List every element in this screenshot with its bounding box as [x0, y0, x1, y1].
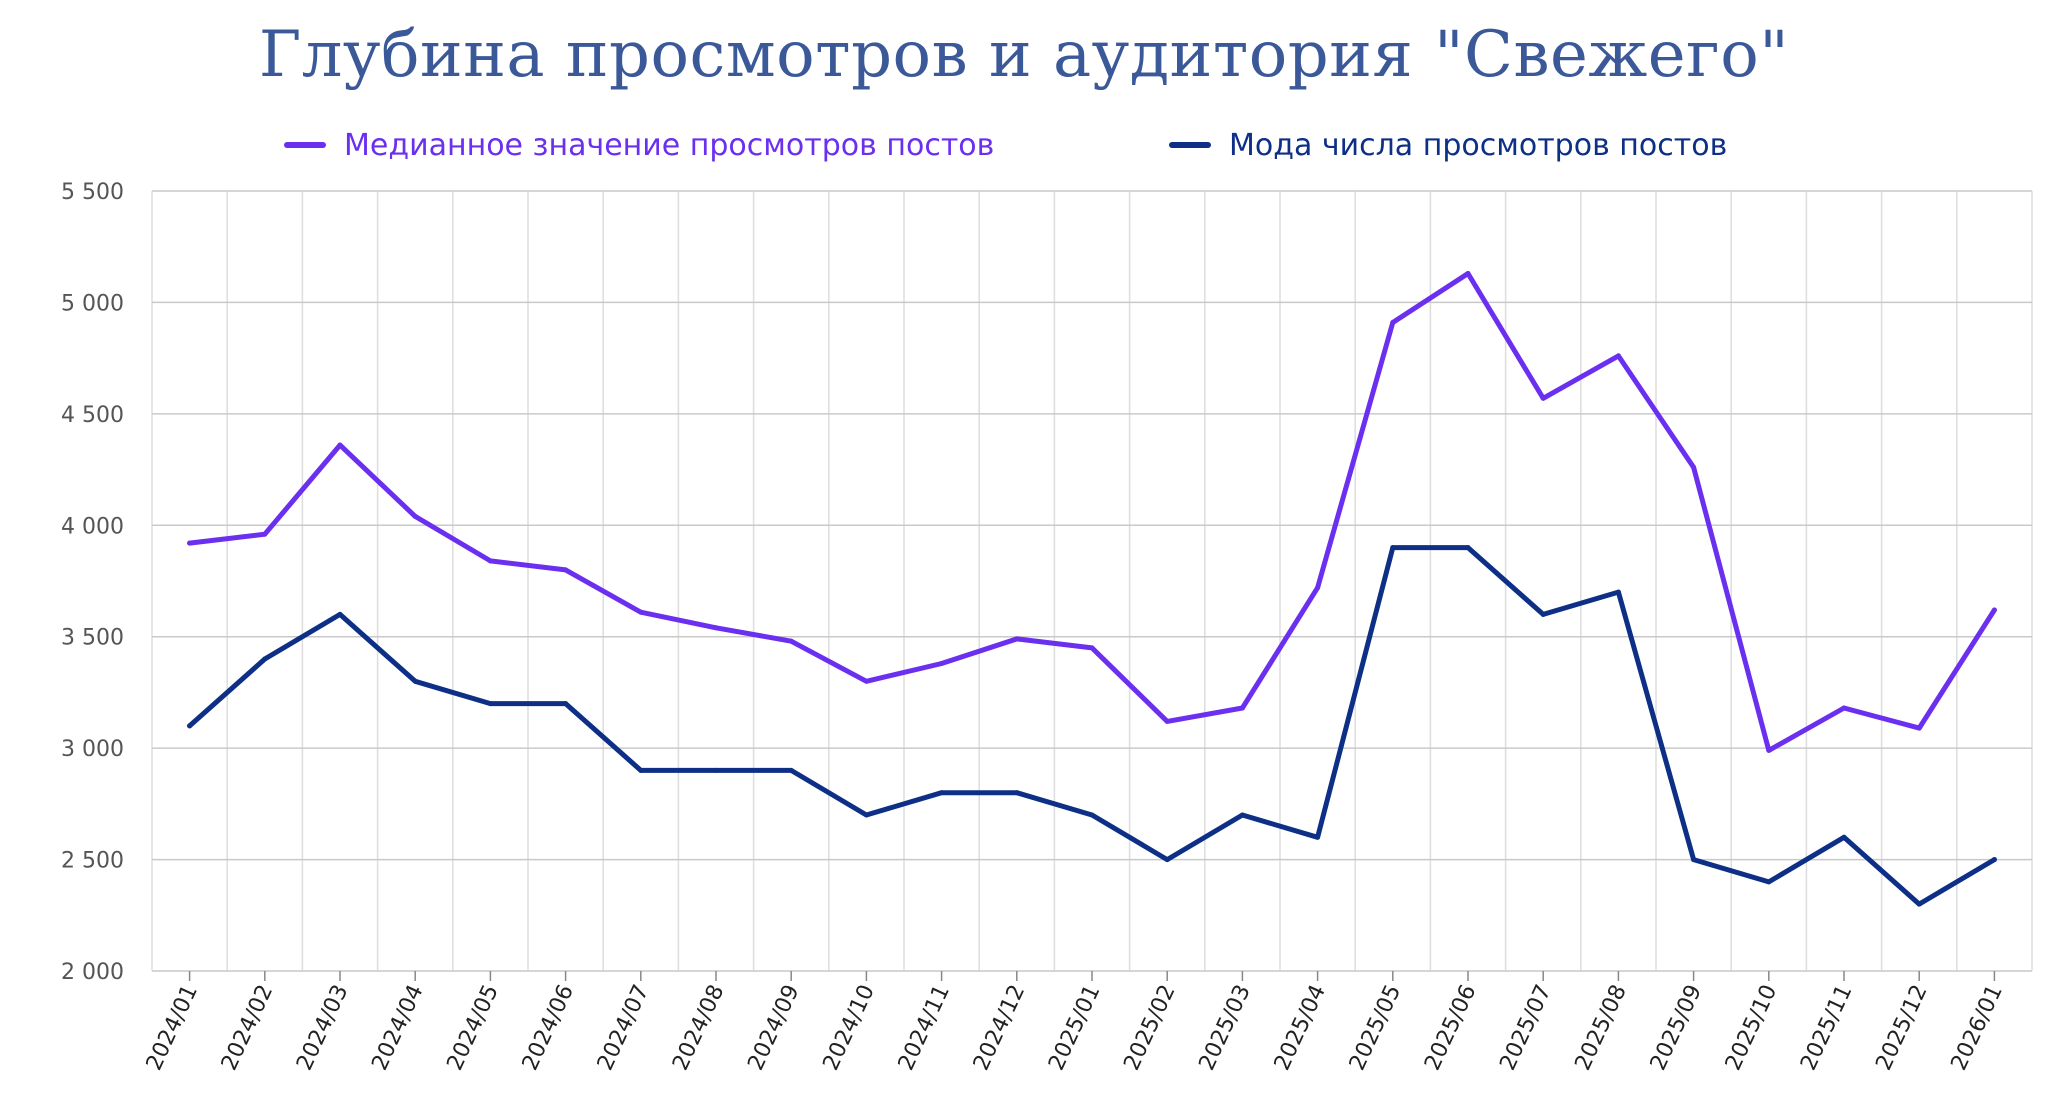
- x-tick-label: 2024/12: [969, 981, 1030, 1074]
- data-point-mode: [1239, 812, 1245, 818]
- series-line-median: [187, 271, 1997, 753]
- x-tick-label: 2024/04: [367, 981, 428, 1074]
- data-point-mode: [337, 611, 343, 617]
- data-point-median: [1916, 725, 1922, 731]
- y-tick-label: 3 500: [61, 626, 124, 651]
- data-point-median: [713, 625, 719, 631]
- data-point-mode: [1315, 834, 1321, 840]
- y-tick-label: 2 500: [61, 849, 124, 874]
- data-point-median: [187, 540, 193, 546]
- data-point-median: [863, 678, 869, 684]
- data-point-mode: [1014, 790, 1020, 796]
- x-tick-label: 2024/03: [292, 981, 353, 1074]
- data-point-mode: [1841, 834, 1847, 840]
- data-point-median: [262, 531, 268, 537]
- x-tick-label: 2024/01: [142, 981, 203, 1074]
- y-tick-label: 5 500: [61, 180, 124, 205]
- data-point-mode: [187, 723, 193, 729]
- data-point-mode: [1540, 611, 1546, 617]
- data-point-mode: [563, 701, 569, 707]
- data-point-mode: [1916, 901, 1922, 907]
- x-tick-label: 2025/07: [1495, 981, 1556, 1074]
- data-point-median: [1766, 747, 1772, 753]
- data-point-mode: [638, 767, 644, 773]
- legend-item-median: Медианное значение просмотров постов: [284, 125, 994, 165]
- x-tick-label: 2025/06: [1420, 981, 1481, 1074]
- data-point-median: [563, 567, 569, 573]
- data-point-median: [1164, 718, 1170, 724]
- x-tick-label: 2024/10: [819, 981, 880, 1074]
- data-point-median: [1239, 705, 1245, 711]
- x-tick-label: 2025/03: [1195, 981, 1256, 1074]
- data-point-mode: [1089, 812, 1095, 818]
- legend-swatch-mode: [1169, 142, 1211, 148]
- x-tick-label: 2024/05: [443, 981, 504, 1074]
- data-point-median: [337, 442, 343, 448]
- data-point-median: [788, 638, 794, 644]
- x-tick-label: 2025/01: [1044, 981, 1105, 1074]
- data-point-mode: [1465, 545, 1471, 551]
- data-point-median: [1691, 464, 1697, 470]
- data-point-mode: [788, 767, 794, 773]
- data-point-mode: [1991, 857, 1997, 863]
- data-point-mode: [713, 767, 719, 773]
- data-point-mode: [939, 790, 945, 796]
- data-point-median: [1089, 645, 1095, 651]
- y-tick-label: 3 000: [61, 737, 124, 762]
- data-point-median: [487, 558, 493, 564]
- data-point-median: [638, 609, 644, 615]
- data-point-mode: [1615, 589, 1621, 595]
- x-tick-label: 2025/05: [1345, 981, 1406, 1074]
- legend-label-median: Медианное значение просмотров постов: [344, 127, 995, 163]
- data-point-median: [1991, 607, 1997, 613]
- legend-item-mode: Мода числа просмотров постов: [1169, 125, 1727, 165]
- x-tick-label: 2026/01: [1947, 981, 2008, 1074]
- data-point-mode: [1390, 545, 1396, 551]
- x-tick-label: 2024/02: [217, 981, 278, 1074]
- chart-title: Глубина просмотров и аудитория "Свежего": [258, 18, 1790, 92]
- data-point-mode: [412, 678, 418, 684]
- data-point-median: [1615, 353, 1621, 359]
- x-tick-label: 2024/07: [593, 981, 654, 1074]
- data-point-median: [412, 513, 418, 519]
- x-tick-label: 2025/12: [1871, 981, 1932, 1074]
- x-tick-label: 2025/08: [1571, 981, 1632, 1074]
- data-point-mode: [1164, 857, 1170, 863]
- x-tick-label: 2024/09: [743, 981, 804, 1074]
- x-tick-label: 2024/08: [668, 981, 729, 1074]
- data-point-mode: [1691, 857, 1697, 863]
- data-point-mode: [487, 701, 493, 707]
- y-tick-label: 4 000: [61, 514, 124, 539]
- x-tick-label: 2025/04: [1270, 981, 1331, 1074]
- y-tick-label: 4 500: [61, 403, 124, 428]
- x-tick-label: 2024/11: [894, 981, 955, 1074]
- x-tick-label: 2025/02: [1119, 981, 1180, 1074]
- x-tick-label: 2024/06: [518, 981, 579, 1074]
- y-tick-label: 5 000: [61, 291, 124, 316]
- legend-swatch-median: [284, 142, 326, 148]
- data-point-median: [1841, 705, 1847, 711]
- data-point-median: [1540, 395, 1546, 401]
- data-point-mode: [1766, 879, 1772, 885]
- data-point-mode: [262, 656, 268, 662]
- data-point-median: [1390, 319, 1396, 325]
- x-tick-label: 2025/09: [1646, 981, 1707, 1074]
- data-point-mode: [863, 812, 869, 818]
- series-line-mode: [187, 545, 1997, 907]
- x-tick-label: 2025/11: [1796, 981, 1857, 1074]
- x-tick-label: 2025/10: [1721, 981, 1782, 1074]
- data-point-median: [1014, 636, 1020, 642]
- legend-label-mode: Мода числа просмотров постов: [1229, 127, 1728, 163]
- data-point-median: [1465, 270, 1471, 276]
- y-tick-label: 2 000: [61, 960, 124, 985]
- data-point-median: [939, 660, 945, 666]
- data-point-median: [1315, 585, 1321, 591]
